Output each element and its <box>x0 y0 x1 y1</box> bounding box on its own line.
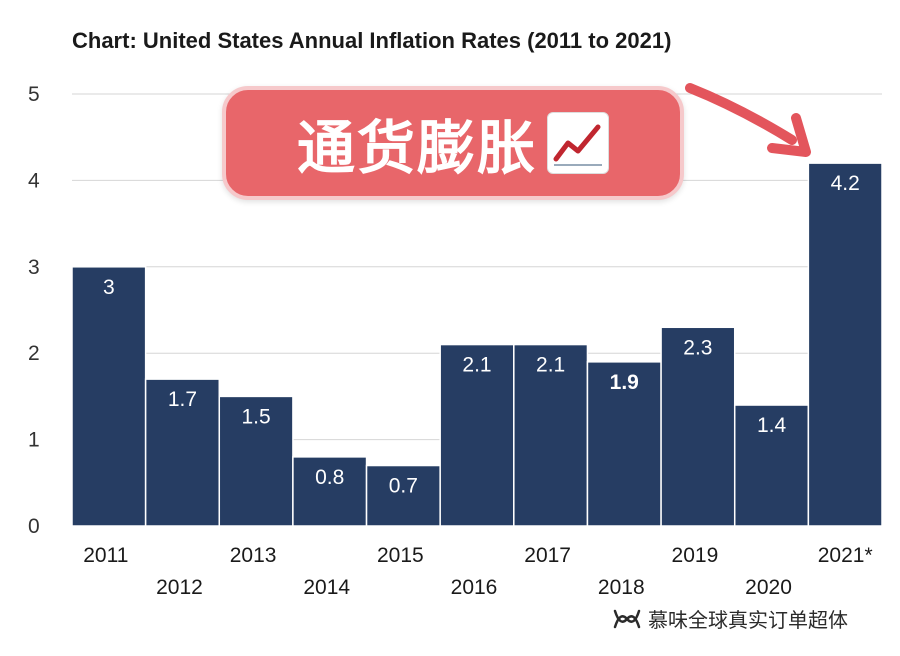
x-tick-label: 2021* <box>818 544 873 567</box>
arrow-down-right-icon <box>685 83 811 157</box>
x-tick-label: 2012 <box>156 576 203 599</box>
bar-2018 <box>586 361 662 527</box>
data-label: 2.1 <box>462 354 491 377</box>
data-label: 1.5 <box>241 405 270 428</box>
watermark: 慕味全球真实订单超体 <box>612 604 848 633</box>
wechat-channel-icon <box>613 609 641 628</box>
x-tick-label: 2014 <box>303 576 350 599</box>
y-tick-label: 1 <box>28 429 40 452</box>
x-tick-label: 2018 <box>598 576 645 599</box>
data-label: 1.7 <box>168 388 197 411</box>
x-tick-label: 2020 <box>745 576 792 599</box>
y-tick-label: 4 <box>28 169 40 192</box>
data-label: 1.4 <box>757 414 787 437</box>
data-label: 0.7 <box>389 475 418 498</box>
x-tick-label: 2019 <box>672 544 719 567</box>
bar-2015 <box>365 464 441 527</box>
bars <box>71 162 883 527</box>
y-tick-label: 0 <box>28 515 40 538</box>
bar-2021 <box>807 162 883 527</box>
x-axis-ticks: 2011 2012 2013 2014 2015 2016 2017 2018 2019 2020… <box>83 544 872 599</box>
x-tick-label: 2011 <box>83 544 128 567</box>
chart-title: Chart: United States Annual Inflation Ra… <box>72 28 672 53</box>
y-axis-ticks: 0 1 2 3 4 5 <box>28 83 40 538</box>
data-label: 2.3 <box>683 336 712 359</box>
data-label: 4.2 <box>831 172 860 195</box>
bar-2016 <box>439 343 515 527</box>
bar-2017 <box>513 343 589 527</box>
y-tick-label: 3 <box>28 256 40 279</box>
data-label: 1.9 <box>610 371 639 394</box>
chart-increasing-icon <box>547 112 609 174</box>
x-tick-label: 2016 <box>451 576 498 599</box>
x-tick-label: 2017 <box>524 544 571 567</box>
x-tick-label: 2015 <box>377 544 424 567</box>
bar-2011 <box>71 266 147 527</box>
data-labels: 3 1.7 1.5 0.8 0.7 2.1 2.1 1.9 2.3 1.4 4.2 <box>103 172 860 497</box>
bar-2020 <box>733 404 810 527</box>
y-tick-label: 5 <box>28 83 40 106</box>
y-tick-label: 2 <box>28 342 40 365</box>
inflation-sticker: 通货膨胀 <box>222 86 684 200</box>
watermark-text: 慕味全球真实订单超体 <box>648 608 848 632</box>
x-tick-label: 2013 <box>230 544 277 567</box>
sticker-text: 通货膨胀 <box>296 114 537 182</box>
data-label: 0.8 <box>315 466 344 489</box>
data-label: 3 <box>103 276 115 299</box>
data-label: 2.1 <box>536 354 565 377</box>
